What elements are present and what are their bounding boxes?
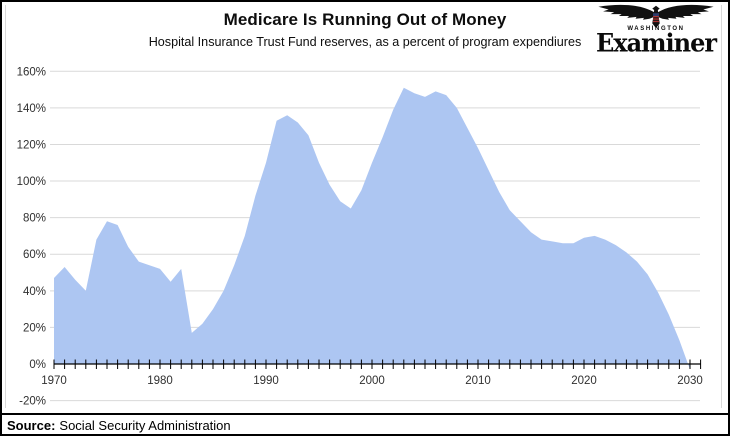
y-axis-label: 80% — [23, 213, 46, 225]
trust-fund-area-series — [54, 87, 690, 370]
x-axis-label: 1980 — [147, 375, 173, 387]
x-axis-label: 2030 — [677, 375, 703, 387]
y-axis-label: 0% — [29, 359, 46, 371]
chart-subtitle: Hospital Insurance Trust Fund reserves, … — [148, 35, 582, 49]
source-line: Source: Social Security Administration — [7, 418, 231, 433]
y-axis-label: 60% — [23, 249, 46, 261]
y-axis-label: 160% — [17, 66, 46, 78]
source-text: Social Security Administration — [59, 418, 231, 433]
logo-masthead: Examiner — [595, 27, 717, 58]
chart-title: Medicare Is Running Out of Money — [223, 10, 507, 29]
logo-city-label: WASHINGTON — [627, 26, 685, 32]
y-axis-label: 100% — [17, 176, 46, 188]
footer-divider — [2, 413, 728, 415]
y-axis-label: 120% — [17, 139, 46, 151]
y-axis-label: -20% — [19, 396, 46, 408]
source-label: Source: — [7, 418, 56, 433]
x-axis-label: 2020 — [571, 375, 597, 387]
y-axis-label: 140% — [17, 103, 46, 115]
y-axis-label: 20% — [23, 322, 46, 334]
x-axis-label: 1990 — [253, 375, 279, 387]
x-axis-label: 1970 — [41, 375, 67, 387]
y-axis-label: 40% — [23, 286, 46, 298]
x-axis-label: 2000 — [359, 375, 385, 387]
x-axis-label: 2010 — [465, 375, 491, 387]
washington-examiner-logo: WASHINGTON Examiner — [590, 3, 722, 58]
eagle-icon — [598, 4, 714, 29]
chart-frame — [5, 5, 722, 408]
